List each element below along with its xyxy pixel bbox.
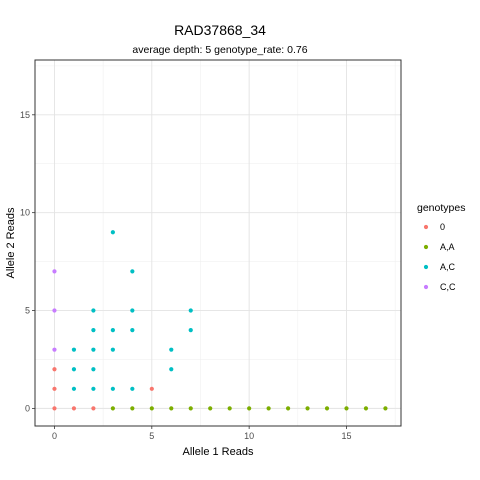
data-point: [130, 386, 135, 391]
data-point: [363, 406, 369, 411]
y-tick-label: 0: [25, 403, 30, 413]
legend-key: [423, 224, 429, 230]
data-point: [71, 406, 77, 411]
data-point: [52, 367, 57, 372]
data-point: [285, 406, 291, 411]
data-point: [71, 347, 77, 352]
data-point: [91, 327, 96, 333]
x-tick-label: 0: [52, 431, 57, 441]
legend-key: [423, 264, 429, 270]
data-point: [52, 308, 57, 313]
legend-title: genotypes: [417, 202, 465, 214]
data-point: [227, 406, 232, 411]
x-axis-title: Allele 1 Reads: [183, 446, 254, 458]
data-point: [208, 406, 213, 411]
data-point: [71, 367, 77, 372]
data-point: [52, 406, 57, 411]
data-point: [52, 347, 57, 352]
y-tick-label: 10: [20, 208, 30, 218]
x-tick-label: 5: [149, 431, 154, 441]
y-tick-label: 5: [25, 306, 30, 316]
grid-lines: [35, 60, 401, 426]
data-point: [130, 406, 135, 411]
data-point: [169, 367, 174, 372]
data-point: [188, 327, 193, 333]
data-point: [110, 406, 115, 411]
data-point: [91, 347, 96, 352]
data-point: [110, 327, 115, 333]
legend-label: C,C: [440, 282, 456, 292]
data-point: [52, 269, 57, 274]
data-point: [169, 347, 174, 352]
legend-label: A,C: [440, 262, 456, 272]
data-point: [149, 406, 154, 411]
data-point: [110, 230, 115, 235]
data-point: [110, 347, 115, 352]
data-point: [91, 308, 96, 313]
data-point: [91, 367, 96, 372]
legend-label: 0: [440, 222, 445, 232]
y-axis-title: Allele 2 Reads: [5, 207, 17, 278]
data-point: [71, 386, 77, 391]
legend: genotypes 0 A,A A,C C,C: [417, 202, 465, 292]
data-point: [91, 386, 96, 391]
data-point: [130, 269, 135, 274]
legend-key: [423, 284, 429, 290]
data-point: [149, 386, 154, 391]
data-point: [110, 386, 115, 391]
y-axis-ticks: 0 5 10 15: [20, 110, 35, 413]
data-point: [130, 327, 135, 333]
data-point: [383, 406, 388, 411]
y-tick-label: 15: [20, 110, 30, 120]
data-points: [52, 230, 388, 411]
x-tick-label: 10: [244, 431, 254, 441]
plot-border: [34, 59, 402, 427]
plot-panel: [35, 60, 401, 426]
chart-title: RAD37868_34: [174, 22, 266, 38]
legend-label: A,A: [440, 242, 455, 252]
data-point: [188, 406, 193, 411]
data-point: [169, 406, 174, 411]
data-point: [344, 406, 349, 411]
data-point: [52, 386, 57, 391]
data-point: [130, 308, 135, 313]
x-axis-ticks: 0 5 10 15: [52, 426, 351, 441]
data-point: [266, 406, 271, 411]
data-point: [247, 406, 252, 411]
legend-key: [423, 244, 429, 250]
chart-subtitle: average depth: 5 genotype_rate: 0.76: [132, 44, 307, 56]
data-point: [305, 406, 310, 411]
data-point: [91, 406, 96, 411]
x-tick-label: 15: [341, 431, 351, 441]
data-point: [324, 406, 330, 411]
data-point: [188, 308, 193, 313]
